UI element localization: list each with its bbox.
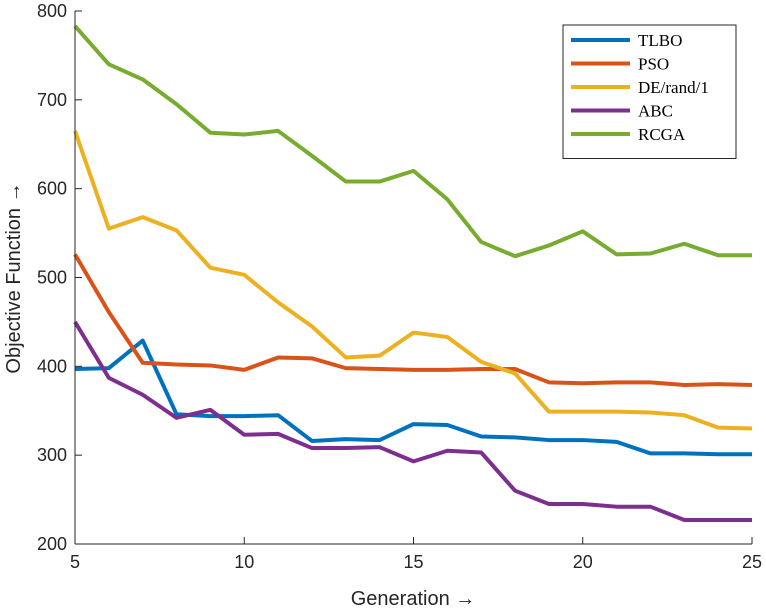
legend-label-de-rand-1: DE/rand/1	[638, 78, 709, 97]
y-tick-label: 600	[37, 179, 67, 199]
y-tick-label: 300	[37, 445, 67, 465]
y-tick-label: 400	[37, 356, 67, 376]
legend-label-rcga: RCGA	[638, 125, 686, 144]
legend-label-tlbo: TLBO	[638, 31, 682, 50]
series-line-pso	[73, 253, 753, 387]
series-layer	[73, 24, 753, 523]
legend: TLBO PSO DE/rand/1 ABC RCGA	[562, 24, 737, 159]
tick-layer: 5 10 15 20 25 200 300 400 500 600 700 800	[37, 1, 762, 572]
x-tick-label: 20	[573, 552, 593, 572]
series-line-de-rand-1	[73, 130, 753, 431]
y-tick-label: 500	[37, 268, 67, 288]
y-tick-label: 200	[37, 534, 67, 554]
legend-box	[562, 24, 737, 159]
x-tick-label: 5	[70, 552, 80, 572]
y-tick-label: 700	[37, 90, 67, 110]
series-line-abc	[73, 320, 752, 523]
x-tick-label: 15	[403, 552, 423, 572]
y-tick-label: 800	[37, 1, 67, 21]
y-axis-label: Objective Function →	[3, 182, 25, 373]
x-axis-label: Generation →	[351, 588, 476, 608]
series-line-rcga	[73, 24, 752, 259]
x-tick-label: 25	[742, 552, 762, 572]
x-tick-label: 10	[234, 552, 254, 572]
legend-label-abc: ABC	[638, 102, 673, 121]
legend-label-pso: PSO	[638, 55, 669, 74]
